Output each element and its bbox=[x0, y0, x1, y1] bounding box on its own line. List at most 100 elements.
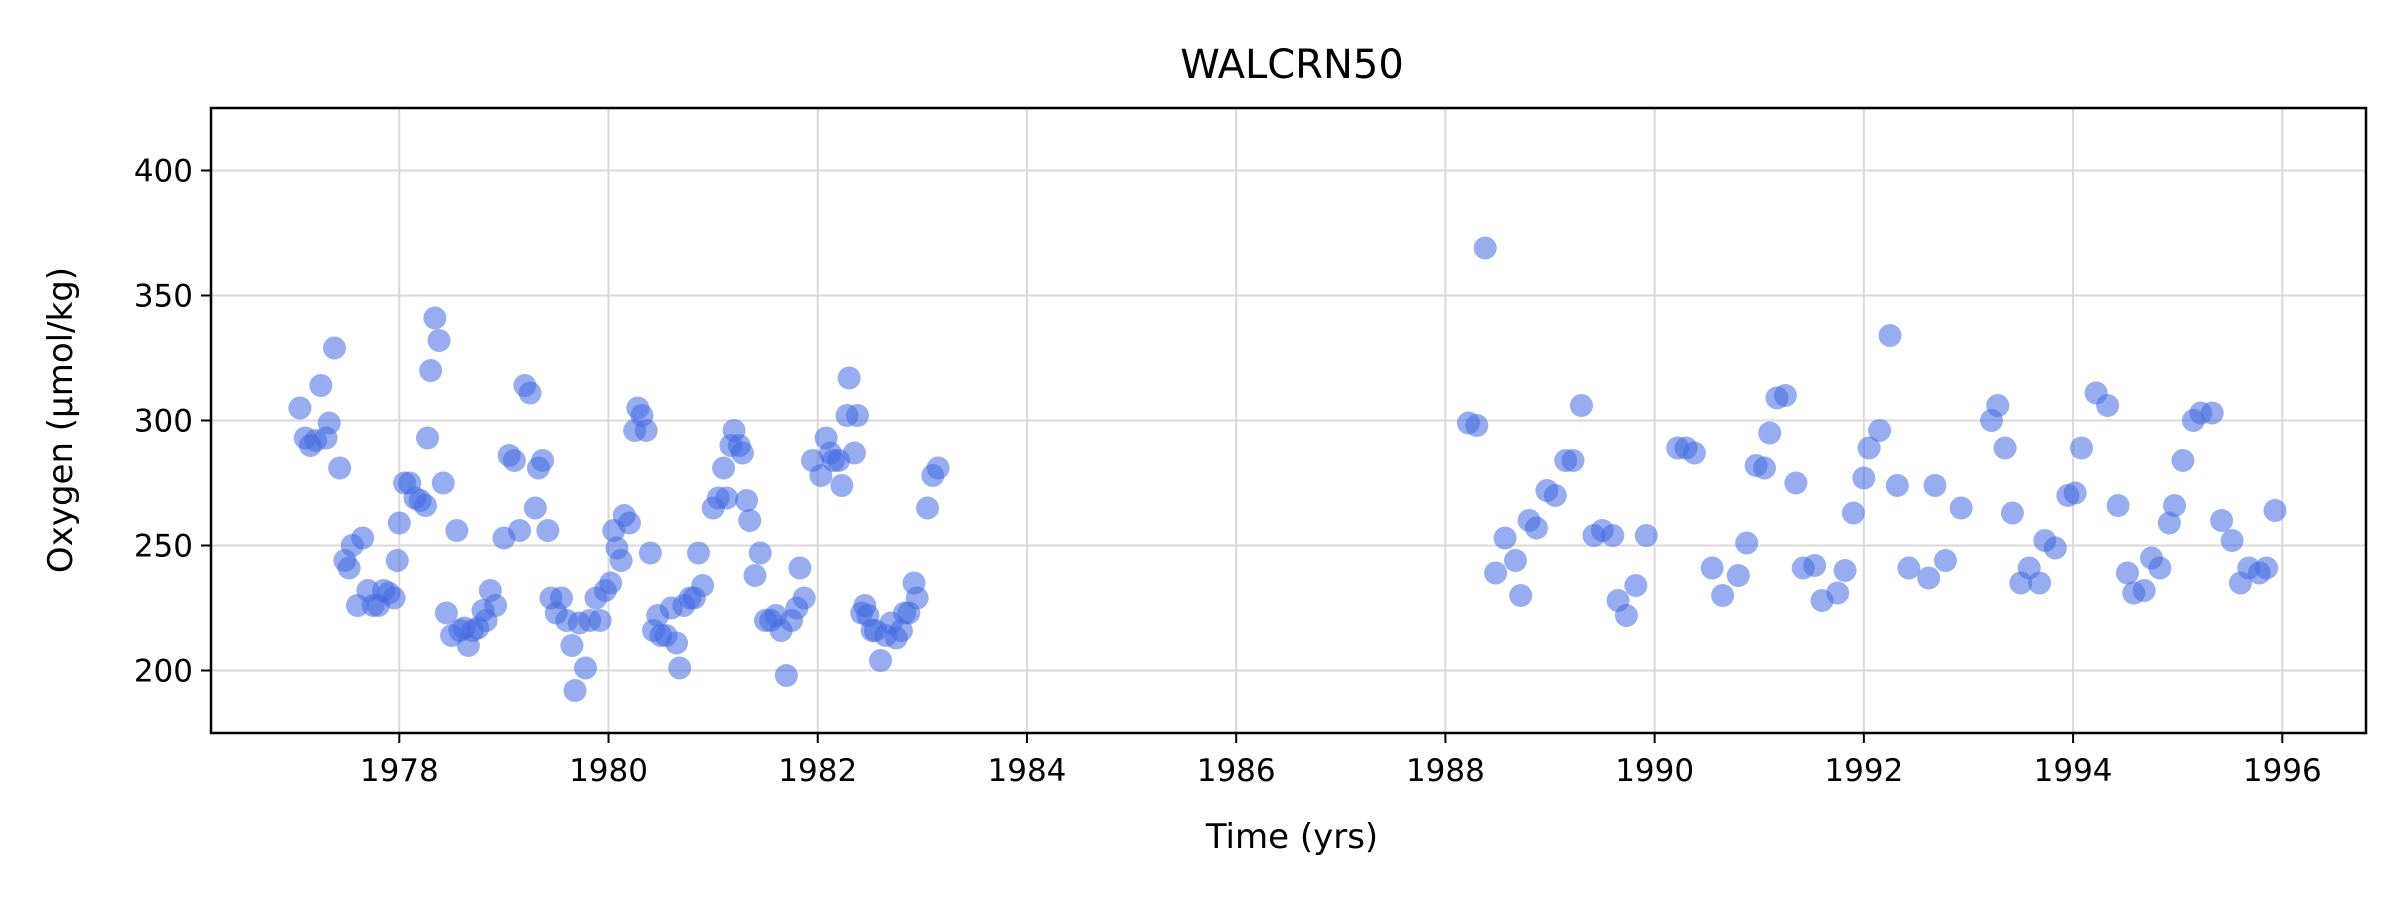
data-point bbox=[387, 511, 411, 535]
data-point bbox=[385, 549, 409, 572]
grid-lines bbox=[211, 108, 2366, 733]
x-tick-label: 1984 bbox=[988, 753, 1067, 789]
data-point bbox=[445, 519, 469, 542]
data-point bbox=[869, 649, 893, 672]
x-tick-label: 1992 bbox=[1824, 753, 1903, 789]
data-point bbox=[634, 419, 658, 442]
x-tick-label: 1996 bbox=[2243, 753, 2322, 789]
data-point bbox=[1949, 496, 1973, 520]
data-point bbox=[889, 619, 913, 642]
data-point bbox=[484, 594, 508, 617]
data-point bbox=[549, 586, 573, 610]
x-tick-label: 1994 bbox=[2034, 753, 2113, 789]
data-point bbox=[837, 366, 861, 390]
x-tick-label: 1986 bbox=[1197, 753, 1276, 789]
data-point bbox=[416, 426, 440, 450]
data-point bbox=[351, 526, 375, 550]
data-point bbox=[1857, 436, 1881, 460]
data-point bbox=[792, 586, 816, 610]
data-point bbox=[1473, 236, 1497, 260]
data-point bbox=[830, 474, 854, 497]
x-tick-label: 1982 bbox=[778, 753, 857, 789]
data-point bbox=[2200, 401, 2224, 425]
data-point bbox=[2157, 511, 2181, 535]
data-point bbox=[2163, 494, 2187, 517]
data-point bbox=[1465, 414, 1489, 437]
data-point bbox=[2043, 536, 2067, 560]
data-point bbox=[1852, 466, 1876, 490]
data-point bbox=[1897, 556, 1921, 580]
x-axis-ticks: 1978 1980 1982 1984 1986 1988 1990 1992 1994 1996 bbox=[360, 733, 2322, 789]
x-tick-label: 1988 bbox=[1406, 753, 1485, 789]
data-point bbox=[536, 519, 560, 542]
data-point bbox=[1933, 549, 1957, 572]
data-point bbox=[712, 456, 736, 480]
data-point bbox=[738, 509, 762, 532]
data-point bbox=[1493, 526, 1517, 550]
data-point bbox=[1885, 474, 1909, 497]
data-point bbox=[916, 496, 940, 520]
y-tick-label: 250 bbox=[134, 529, 193, 565]
data-point bbox=[508, 519, 532, 542]
data-point bbox=[1993, 436, 2017, 460]
data-point bbox=[1841, 501, 1865, 525]
data-point bbox=[2115, 561, 2139, 585]
data-point bbox=[842, 441, 866, 465]
data-point bbox=[2096, 394, 2120, 417]
data-point bbox=[1923, 474, 1947, 497]
data-point bbox=[518, 381, 542, 405]
data-point bbox=[1524, 516, 1548, 540]
data-point bbox=[609, 549, 633, 572]
data-point bbox=[2000, 501, 2024, 525]
y-axis-label: Oxygen (µmol/kg) bbox=[41, 267, 81, 573]
data-point bbox=[1726, 564, 1750, 587]
data-point bbox=[617, 511, 641, 535]
data-point bbox=[574, 656, 598, 680]
data-point bbox=[1543, 484, 1567, 507]
data-point bbox=[1711, 584, 1735, 607]
data-point bbox=[2106, 494, 2130, 517]
data-point bbox=[730, 441, 754, 465]
data-point bbox=[668, 656, 692, 680]
data-point bbox=[2063, 481, 2087, 505]
data-point bbox=[735, 489, 759, 512]
data-point bbox=[1504, 549, 1528, 572]
data-point bbox=[588, 609, 612, 632]
data-point bbox=[1634, 524, 1658, 547]
data-point bbox=[413, 494, 437, 517]
data-point bbox=[2263, 499, 2287, 522]
data-point bbox=[1868, 419, 1892, 442]
y-axis-ticks: 200 250 300 350 400 bbox=[134, 154, 211, 690]
data-point bbox=[288, 396, 312, 420]
data-point bbox=[1561, 449, 1585, 472]
data-point bbox=[2132, 579, 2156, 602]
data-points bbox=[288, 236, 2287, 702]
data-point bbox=[748, 541, 772, 565]
x-tick-label: 1980 bbox=[569, 753, 648, 789]
data-point bbox=[427, 329, 451, 352]
y-tick-label: 400 bbox=[134, 154, 193, 190]
data-point bbox=[419, 359, 443, 382]
data-point bbox=[599, 571, 623, 595]
data-point bbox=[743, 564, 767, 587]
data-point bbox=[1773, 384, 1797, 407]
data-point bbox=[531, 449, 555, 472]
y-tick-label: 350 bbox=[134, 279, 193, 315]
data-point bbox=[1784, 471, 1808, 495]
data-point bbox=[322, 336, 346, 360]
data-point bbox=[1803, 554, 1827, 577]
data-point bbox=[905, 586, 929, 610]
data-point bbox=[1735, 531, 1759, 555]
data-point bbox=[563, 679, 587, 702]
y-tick-label: 300 bbox=[134, 404, 193, 440]
data-point bbox=[1752, 456, 1776, 480]
data-point bbox=[788, 556, 812, 580]
data-point bbox=[2069, 436, 2093, 460]
data-point bbox=[328, 456, 352, 480]
data-point bbox=[1614, 604, 1638, 627]
data-point bbox=[309, 374, 333, 397]
data-point bbox=[1601, 524, 1625, 547]
data-point bbox=[926, 456, 950, 480]
data-point bbox=[1624, 574, 1648, 597]
